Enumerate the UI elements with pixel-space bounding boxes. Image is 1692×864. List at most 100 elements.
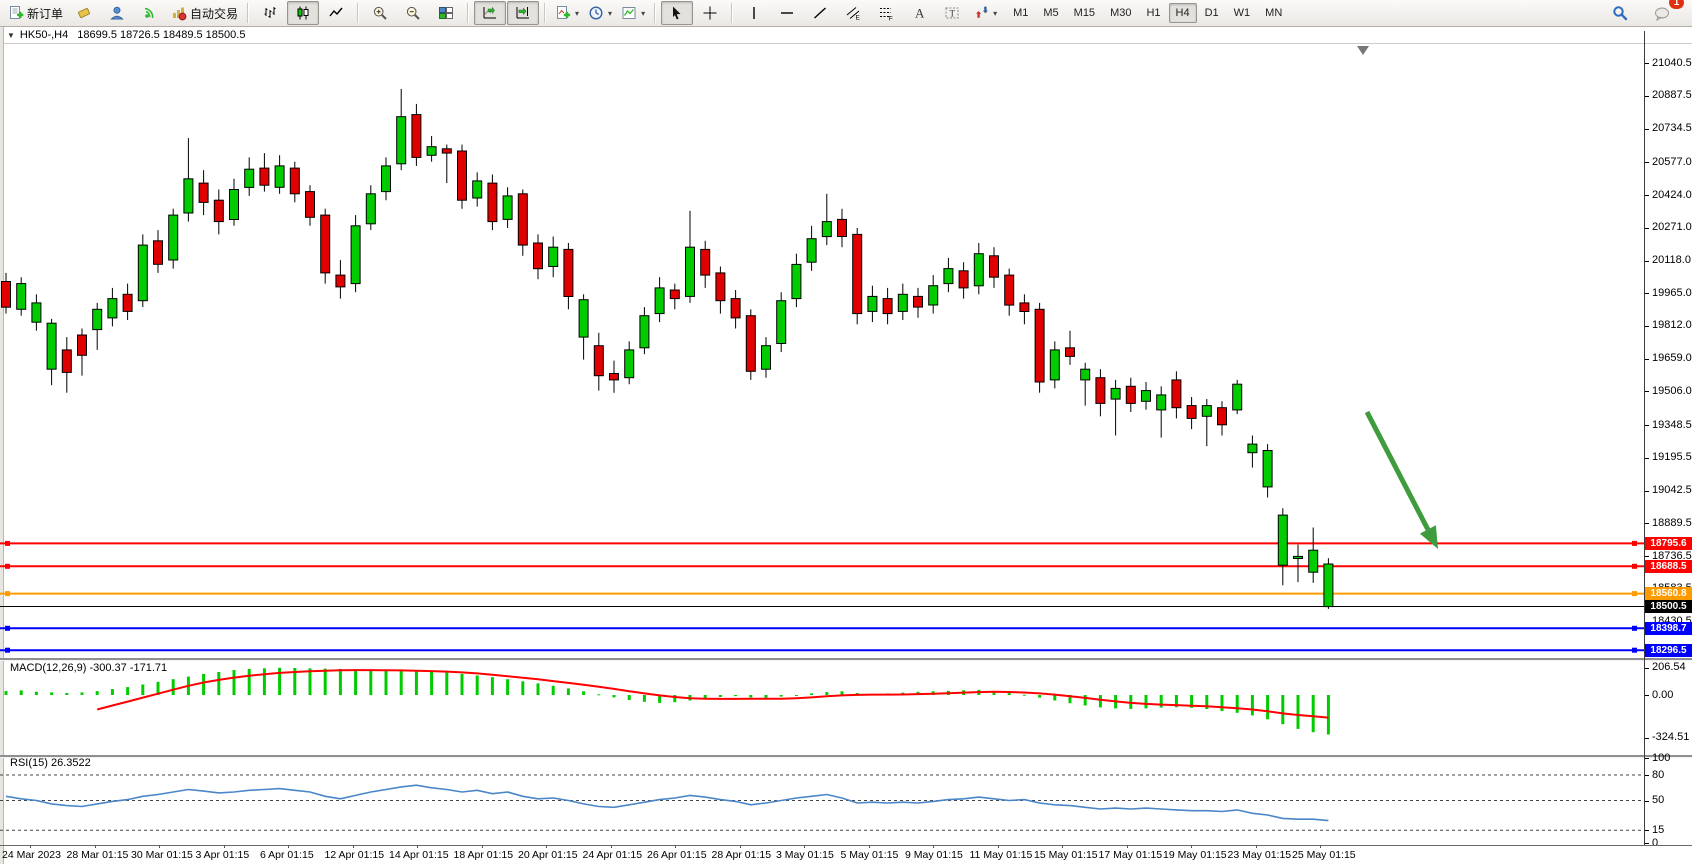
zoom-in-button[interactable]	[364, 1, 396, 25]
candle-body	[1201, 405, 1212, 417]
tile-windows-button[interactable]	[430, 1, 462, 25]
dropdown-caret-icon: ▾	[575, 8, 580, 18]
shift-icon	[516, 7, 530, 19]
time-tick-label: 28 Apr 01:15	[711, 849, 772, 861]
pane-separator[interactable]	[0, 658, 1692, 661]
collapse-icon[interactable]: ▼	[7, 30, 15, 40]
price-line-badge-18398.7: 18398.7	[1645, 622, 1692, 635]
hline-handle[interactable]	[1632, 540, 1637, 546]
timeframe-m15-button[interactable]: M15	[1073, 7, 1096, 19]
macd-histogram-bar	[1159, 695, 1163, 708]
candle-body	[259, 167, 270, 186]
macd-indicator-pane[interactable]	[0, 660, 1644, 755]
trend-arrow[interactable]	[1364, 410, 1431, 531]
text-label-button[interactable]: T	[936, 1, 968, 25]
toolbar-separator	[544, 3, 547, 23]
pane-separator[interactable]	[0, 755, 1692, 758]
vertical-line-button[interactable]	[738, 1, 770, 25]
cursor-button[interactable]	[661, 1, 694, 25]
time-tick-label: 5 May 01:15	[840, 849, 899, 861]
equidistant-channel-button[interactable]: E	[837, 1, 869, 25]
candle-body	[1277, 514, 1288, 566]
chart-title-bar[interactable]: ▼ HK50-,H4 18699.5 18726.5 18489.5 18500…	[0, 27, 1692, 44]
hline-handle[interactable]	[1632, 591, 1637, 597]
timeframe-d1-button[interactable]: D1	[1204, 7, 1219, 19]
timeframe-mn-button[interactable]: MN	[1265, 7, 1283, 19]
timeframe-m30-button[interactable]: M30	[1110, 7, 1132, 19]
candle-body	[1293, 555, 1303, 560]
crosshair-icon	[703, 6, 717, 20]
candle-body	[578, 299, 589, 338]
auto-scroll-button[interactable]	[474, 1, 507, 25]
price-chart[interactable]	[0, 44, 1644, 658]
rsi-indicator-pane[interactable]	[0, 757, 1644, 844]
hline-handle[interactable]	[5, 540, 10, 546]
trend-arrow-head[interactable]	[1419, 525, 1438, 549]
macd-signal-line	[96, 669, 1329, 719]
bar-chart-mode-button[interactable]	[254, 1, 286, 25]
candle-body	[1323, 563, 1334, 608]
auto-trading-button[interactable]: 自动交易	[167, 1, 242, 25]
timeframe-w1-button[interactable]: W1	[1233, 7, 1251, 19]
tile-icon	[439, 7, 454, 19]
candlestick-mode-button[interactable]	[287, 1, 320, 25]
hline-handle[interactable]	[1632, 647, 1637, 653]
macd-label: MACD(12,26,9) -300.37 -171.71	[10, 662, 168, 674]
macd-histogram-bar	[1022, 694, 1026, 696]
time-tick-label: 28 Mar 01:15	[66, 849, 129, 861]
timeframe-m5-button[interactable]: M5	[1043, 7, 1059, 19]
hline-handle[interactable]	[5, 563, 10, 569]
time-tick-label: 9 May 01:15	[905, 849, 963, 861]
arrows-icon	[976, 6, 989, 18]
indicators-button[interactable]: ▾	[551, 1, 583, 25]
trendline-button[interactable]	[804, 1, 836, 25]
candle-body	[654, 287, 665, 315]
hline-handle[interactable]	[5, 625, 10, 631]
hline-handle[interactable]	[1632, 563, 1637, 569]
toolbar: 新订单 自动交易 ▾ ▾ ▾ E F A T ▾ M1 M5 M15 M30 H1 H4 D1 W1 MN 1	[0, 0, 1692, 27]
new-order-button[interactable]: 新订单	[4, 1, 67, 25]
candle-body	[897, 293, 908, 312]
templates-button[interactable]: ▾	[617, 1, 649, 25]
arrows-button[interactable]: ▾	[969, 1, 1001, 25]
candle-body	[396, 116, 407, 165]
candle-body	[381, 165, 391, 193]
macd-histogram-bar	[658, 695, 662, 703]
zoom-out-button[interactable]	[397, 1, 429, 25]
macd-histogram-bar	[1083, 695, 1087, 706]
hline-handle[interactable]	[5, 647, 10, 653]
fibonacci-button[interactable]: F	[870, 1, 902, 25]
crosshair-button[interactable]	[694, 1, 726, 25]
candle-body	[168, 214, 179, 261]
timeframe-m1-button[interactable]: M1	[1013, 7, 1029, 19]
candle-body	[365, 193, 376, 225]
price-tick-label: 19195.5	[1652, 451, 1692, 463]
time-tick-label: 23 May 01:15	[1227, 849, 1292, 861]
labelT-icon: T	[945, 7, 959, 19]
price-tick-label: 20734.5	[1652, 122, 1692, 134]
signals-button[interactable]	[134, 1, 166, 25]
hline-handle[interactable]	[1632, 625, 1637, 631]
text-button[interactable]: A	[903, 1, 935, 25]
horizontal-line-button[interactable]	[771, 1, 803, 25]
time-tick-label: 3 May 01:15	[776, 849, 834, 861]
timeframe-h4-button[interactable]: H4	[1168, 3, 1197, 23]
candle-body	[1217, 407, 1227, 426]
candle-body	[77, 334, 87, 356]
candle-body	[244, 168, 255, 188]
periods-button[interactable]: ▾	[584, 1, 616, 25]
search-button[interactable]	[1604, 1, 1636, 25]
macd-histogram-bar	[460, 673, 464, 695]
line-chart-mode-button[interactable]	[320, 1, 352, 25]
hline-handle[interactable]	[5, 591, 10, 597]
eraser-button[interactable]	[68, 1, 100, 25]
candle-body	[700, 248, 711, 276]
candle-body	[913, 295, 923, 308]
community-button[interactable]	[101, 1, 133, 25]
chart-shift-marker[interactable]	[1357, 46, 1369, 55]
candle-body	[457, 150, 467, 201]
notifications-button[interactable]: 1	[1646, 0, 1684, 25]
time-tick	[610, 845, 612, 848]
timeframe-h1-button[interactable]: H1	[1146, 7, 1161, 19]
chart-shift-button[interactable]	[507, 1, 540, 25]
